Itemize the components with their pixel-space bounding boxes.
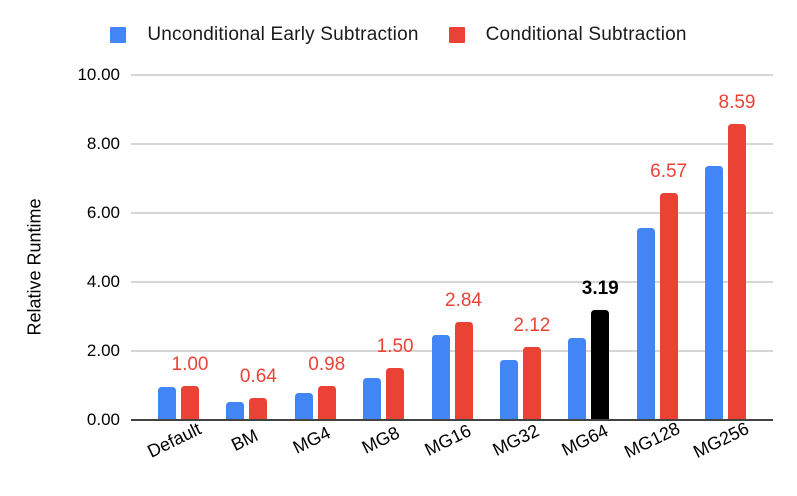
legend: Unconditional Early Subtraction Conditio… (0, 24, 797, 46)
bar-series-2-mg64: 3.19 (582, 278, 619, 420)
x-axis-label: MG64 (558, 420, 612, 460)
bar-value-label: 3.19 (581, 277, 619, 299)
bar-series-2-mg4: 0.98 (308, 354, 345, 420)
bar-series-1-mg128 (636, 227, 655, 420)
bar-group-default: 1.00 Default (144, 75, 209, 462)
legend-swatch-red-icon (448, 27, 465, 43)
legend-item-unconditional-early-subtraction: Unconditional Early Subtraction (110, 24, 418, 46)
bar-value-label: 2.12 (513, 314, 551, 336)
bar-series-1-bm (226, 402, 245, 420)
bar-series-2-default: 1.00 (172, 354, 208, 420)
bar-series-2-mg128: 6.57 (650, 161, 687, 420)
y-axis-tick-label: 8.00 (86, 134, 120, 153)
bar-group-mg64: 3.19 MG64 (558, 75, 619, 460)
bar-series-2-mg32: 2.12 (513, 315, 550, 420)
bar-series-1-mg4 (294, 392, 313, 420)
bar-series-2-mg8: 1.50 (377, 336, 414, 420)
bar-series-1-mg16 (431, 335, 450, 420)
bar-group-mg16: 2.84 MG16 (421, 75, 482, 460)
legend-swatch-blue-icon (110, 27, 127, 43)
bar-value-label: 1.00 (171, 353, 209, 375)
x-axis-label: MG128 (621, 418, 684, 462)
bar-value-label: 1.50 (376, 336, 414, 358)
y-axis-tick-label: 2.00 (86, 341, 120, 360)
bar-value-label: 8.59 (718, 91, 756, 113)
legend-item-conditional-subtraction: Conditional Subtraction (448, 24, 687, 46)
gridline (131, 350, 773, 352)
bar-series-1-mg64 (568, 337, 587, 420)
bar-series-1-mg256 (705, 166, 723, 420)
bar-group-mg32: 2.12 MG32 (490, 75, 551, 460)
gridline (131, 281, 773, 283)
bar-groups: 1.00 Default 0.64 BM 0.98 MG4 1.50 MG8 2.84 MG16 2… (131, 75, 773, 462)
x-axis-label: MG256 (689, 418, 752, 462)
bar-value-label: 6.57 (650, 161, 688, 183)
gridline (131, 143, 773, 145)
bar-group-mg4: 0.98 MG4 (290, 75, 345, 457)
y-axis-title: Relative Runtime (24, 198, 45, 336)
x-axis-label: BM (227, 425, 262, 455)
bar-value-label: 0.64 (239, 365, 277, 387)
bar-group-mg8: 1.50 MG8 (358, 75, 414, 457)
bar-group-bm: 0.64 BM (226, 75, 277, 455)
legend-label: Conditional Subtraction (485, 24, 687, 45)
x-axis-label: MG4 (289, 422, 334, 458)
gridline (131, 74, 773, 76)
bar-group-mg256: 8.59 MG256 (690, 75, 756, 462)
x-axis-line (131, 418, 773, 421)
bar-series-2-mg16: 2.84 (445, 290, 482, 420)
bar-value-label: 0.98 (308, 354, 346, 376)
y-axis-tick-label: 6.00 (86, 203, 120, 222)
x-axis-label: Default (143, 418, 204, 462)
x-axis-label: MG16 (421, 420, 475, 460)
x-axis-label: MG32 (489, 420, 543, 460)
legend-label: Unconditional Early Subtraction (147, 24, 419, 45)
bar-series-1-mg8 (363, 377, 382, 420)
gridline (131, 212, 773, 214)
y-axis-tick-label: 0.00 (86, 410, 120, 429)
bar-series-1-mg32 (499, 359, 518, 420)
x-axis-label: MG8 (358, 422, 403, 458)
y-axis-tick-label: 4.00 (86, 272, 120, 291)
bar-value-label: 2.84 (445, 290, 482, 312)
bar-group-mg128: 6.57 MG128 (621, 75, 687, 462)
bar-series-2-bm: 0.64 (240, 366, 277, 420)
bar-series-2-mg256: 8.59 (719, 92, 755, 420)
y-axis-tick-label: 10.00 (77, 65, 120, 84)
bar-series-1-default (158, 386, 176, 420)
plot-area: 1.00 Default 0.64 BM 0.98 MG4 1.50 MG8 2.84 MG16 2… (77, 65, 773, 462)
